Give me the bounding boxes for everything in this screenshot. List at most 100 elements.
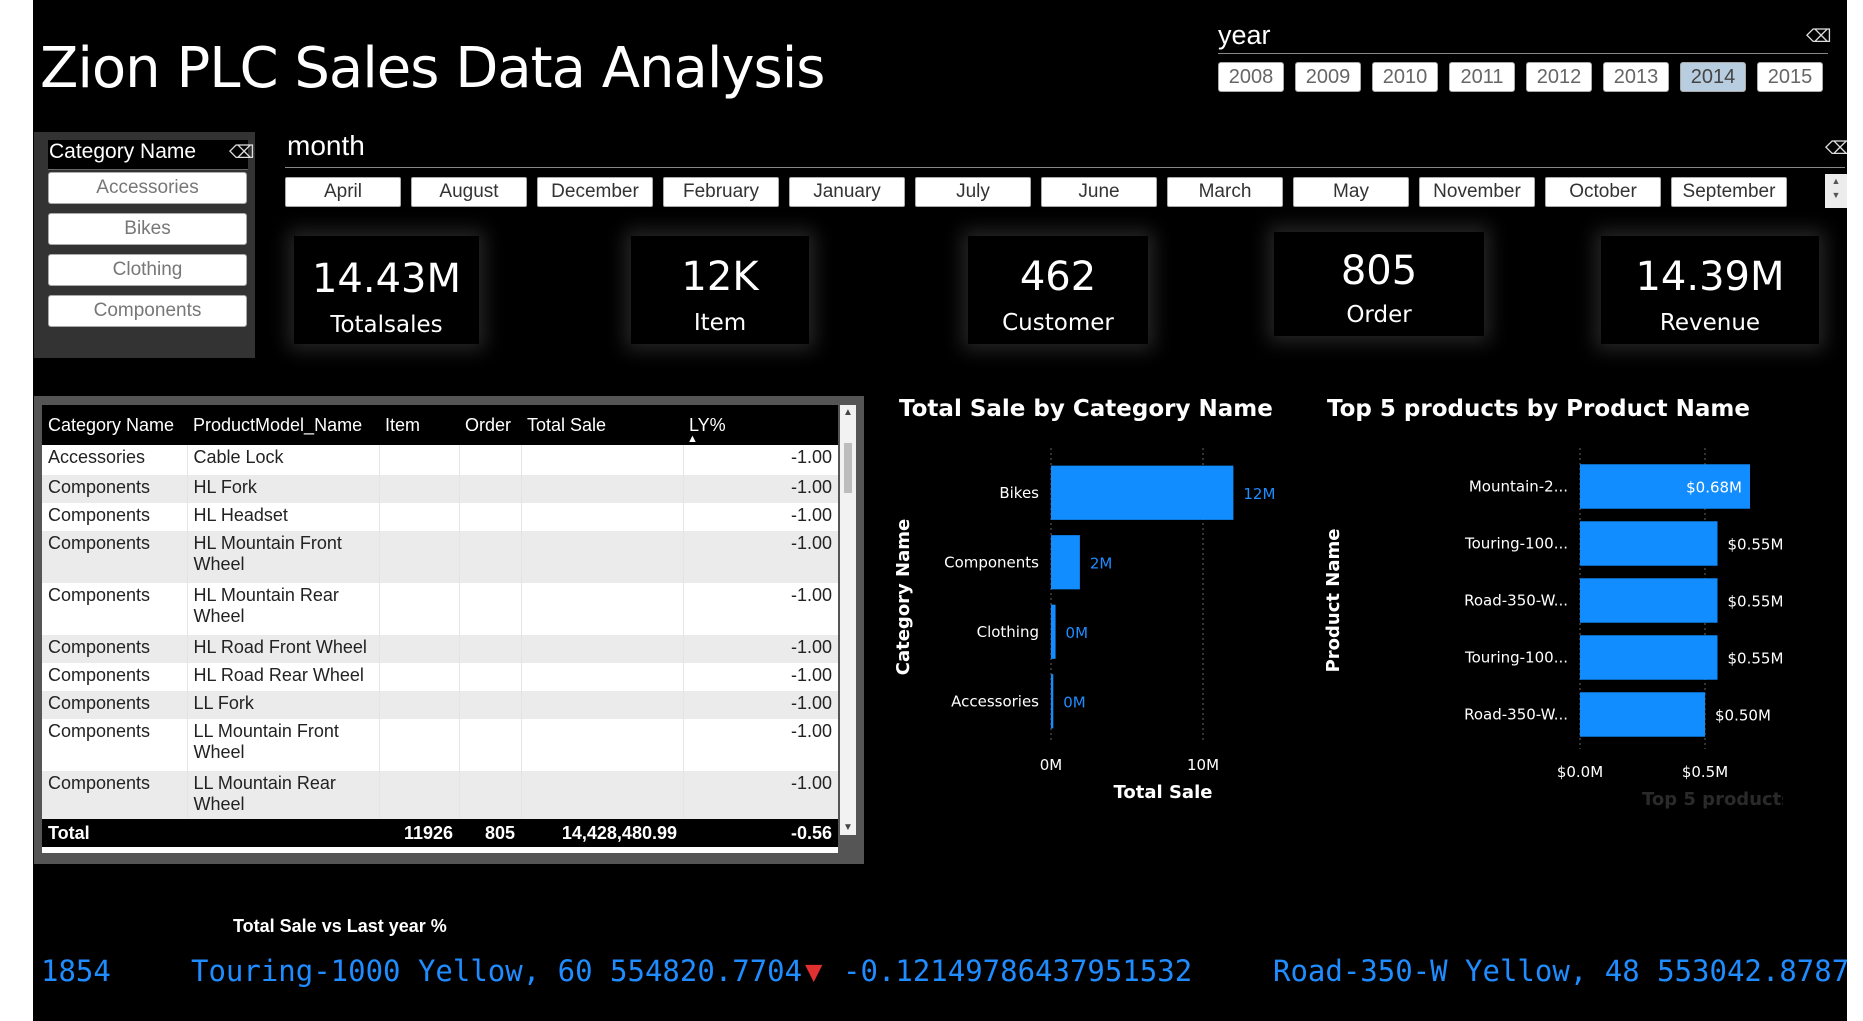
- cell-order: [458, 475, 521, 503]
- table-row[interactable]: Components LL Mountain Rear Wheel -1.00: [42, 771, 838, 819]
- kpi-value: 805: [1340, 248, 1418, 294]
- kpi-value: 14.43M: [311, 256, 462, 302]
- category-label: Road-350-W...: [1464, 706, 1568, 724]
- month-button-april[interactable]: April: [285, 177, 401, 207]
- month-button-january[interactable]: January: [789, 177, 905, 207]
- month-button-november[interactable]: November: [1419, 177, 1535, 207]
- month-button-march[interactable]: March: [1167, 177, 1283, 207]
- cell-order: [458, 531, 521, 583]
- table-row[interactable]: Components HL Road Rear Wheel -1.00: [42, 663, 838, 691]
- kpi-label: Customer: [1002, 310, 1114, 336]
- table-row[interactable]: Accessories Cable Lock -1.00: [42, 445, 838, 475]
- cell-category: Components: [48, 665, 151, 685]
- year-button-2008[interactable]: 2008: [1218, 62, 1284, 92]
- bar: [1051, 465, 1234, 520]
- month-button-may[interactable]: May: [1293, 177, 1409, 207]
- bar: [1580, 578, 1718, 623]
- ticker-strip: 1854 Touring-1000 Yellow, 60 554820.7704…: [33, 954, 1847, 994]
- total-cell: [187, 819, 379, 847]
- scrollbar-thumb[interactable]: [844, 443, 852, 493]
- cell-category: Components: [48, 477, 151, 497]
- cell-ly-pct: -1.00: [682, 475, 838, 503]
- column-header-total-sale[interactable]: Total Sale: [527, 414, 607, 435]
- scroll-down-icon[interactable]: ▼: [843, 822, 853, 833]
- category-button-accessories[interactable]: Accessories: [48, 172, 247, 204]
- cell-total-sale: [520, 635, 683, 663]
- year-button-2013[interactable]: 2013: [1603, 62, 1669, 92]
- category-button-bikes[interactable]: Bikes: [48, 213, 247, 245]
- sales-table: Category Name ProductModel_Name Item Ord…: [42, 405, 838, 853]
- total-item: 11926: [403, 822, 453, 843]
- table-row[interactable]: Components HL Mountain Rear Wheel -1.00: [42, 583, 838, 635]
- cell-product-model: HL Headset: [186, 503, 379, 531]
- month-button-july[interactable]: July: [915, 177, 1031, 207]
- x-tick-label: 0M: [1040, 756, 1063, 774]
- year-button-2015[interactable]: 2015: [1757, 62, 1823, 92]
- month-scroll-arrows[interactable]: ▲ ▼: [1825, 174, 1847, 208]
- column-header-category[interactable]: Category Name: [48, 414, 175, 435]
- month-button-february[interactable]: February: [663, 177, 779, 207]
- table-row[interactable]: Components HL Fork -1.00: [42, 475, 838, 503]
- cell-product-model: LL Fork: [186, 691, 379, 719]
- year-button-2010[interactable]: 2010: [1372, 62, 1438, 92]
- cell-item: [378, 583, 459, 635]
- cell-category: Accessories: [48, 447, 146, 467]
- year-button-2012[interactable]: 2012: [1526, 62, 1592, 92]
- sort-ascending-icon: ▲: [687, 433, 698, 445]
- cell-product-model: HL Mountain Rear Wheel: [186, 583, 379, 635]
- bar: [1580, 521, 1718, 566]
- year-button-2009[interactable]: 2009: [1295, 62, 1361, 92]
- month-button-august[interactable]: August: [411, 177, 527, 207]
- ticker-item-text: Touring-1000 Yellow, 60 554820.7704: [191, 954, 803, 988]
- clear-selection-icon[interactable]: ⌫: [1825, 138, 1847, 158]
- scroll-up-icon[interactable]: ▲: [843, 407, 853, 418]
- bar: [1580, 692, 1705, 737]
- clear-selection-icon[interactable]: ⌫: [229, 142, 255, 162]
- table-row[interactable]: Components HL Headset -1.00: [42, 503, 838, 531]
- month-button-october[interactable]: October: [1545, 177, 1661, 207]
- data-label: $0.55M: [1728, 650, 1784, 668]
- table-row[interactable]: Components LL Fork -1.00: [42, 691, 838, 719]
- cell-category: Components: [48, 721, 151, 741]
- kpi-label: Revenue: [1659, 310, 1761, 336]
- year-button-2014[interactable]: 2014: [1680, 62, 1746, 92]
- table-row[interactable]: Components LL Mountain Front Wheel -1.00: [42, 719, 838, 771]
- page-title: Zion PLC Sales Data Analysis: [40, 36, 825, 101]
- ticker-title: Total Sale vs Last year %: [233, 916, 447, 936]
- cell-total-sale: [520, 719, 683, 771]
- ticker-item-text: Road-350-W Yellow, 48 553042.8787: [1273, 954, 1847, 988]
- column-header-ly-pct[interactable]: LY% ▲: [683, 405, 838, 446]
- x-axis-title: Top 5 products: [1642, 789, 1783, 810]
- month-button-december[interactable]: December: [537, 177, 653, 207]
- cell-total-sale: [520, 445, 683, 475]
- cell-ly-pct: -1.00: [682, 691, 838, 719]
- month-button-september[interactable]: September: [1671, 177, 1787, 207]
- cell-item: [378, 531, 459, 583]
- table-row[interactable]: Components HL Mountain Front Wheel -1.00: [42, 531, 838, 583]
- cell-product-model: Cable Lock: [186, 445, 379, 475]
- category-label: Road-350-W...: [1464, 592, 1568, 610]
- year-button-2011[interactable]: 2011: [1449, 62, 1515, 92]
- category-button-components[interactable]: Components: [48, 295, 247, 327]
- month-slicer: month ⌫ April August December February J…: [285, 130, 1847, 210]
- ticker-item-text: 1854: [41, 954, 111, 988]
- cell-item: [378, 635, 459, 663]
- kpi-card-customer: 462 Customer: [968, 236, 1148, 344]
- table-row[interactable]: Components HL Road Front Wheel -1.00: [42, 635, 838, 663]
- category-slicer: Category Name ⌫ Accessories Bikes Clothi…: [34, 132, 255, 358]
- category-label: Components: [944, 553, 1039, 571]
- y-axis-title: Product Name: [1323, 529, 1344, 673]
- cell-order: [458, 445, 521, 475]
- clear-selection-icon[interactable]: ⌫: [1806, 26, 1832, 46]
- category-label: Touring-100...: [1464, 535, 1568, 553]
- bar: [1580, 464, 1750, 509]
- column-header-product-model[interactable]: ProductModel_Name: [193, 414, 363, 435]
- column-header-item[interactable]: Item: [385, 414, 421, 435]
- column-header-order[interactable]: Order: [465, 414, 512, 435]
- category-button-clothing[interactable]: Clothing: [48, 254, 247, 286]
- total-sale: 14,428,480.99: [561, 822, 677, 843]
- table-scrollbar[interactable]: ▲ ▼: [840, 405, 856, 835]
- month-button-june[interactable]: June: [1041, 177, 1157, 207]
- cell-total-sale: [520, 583, 683, 635]
